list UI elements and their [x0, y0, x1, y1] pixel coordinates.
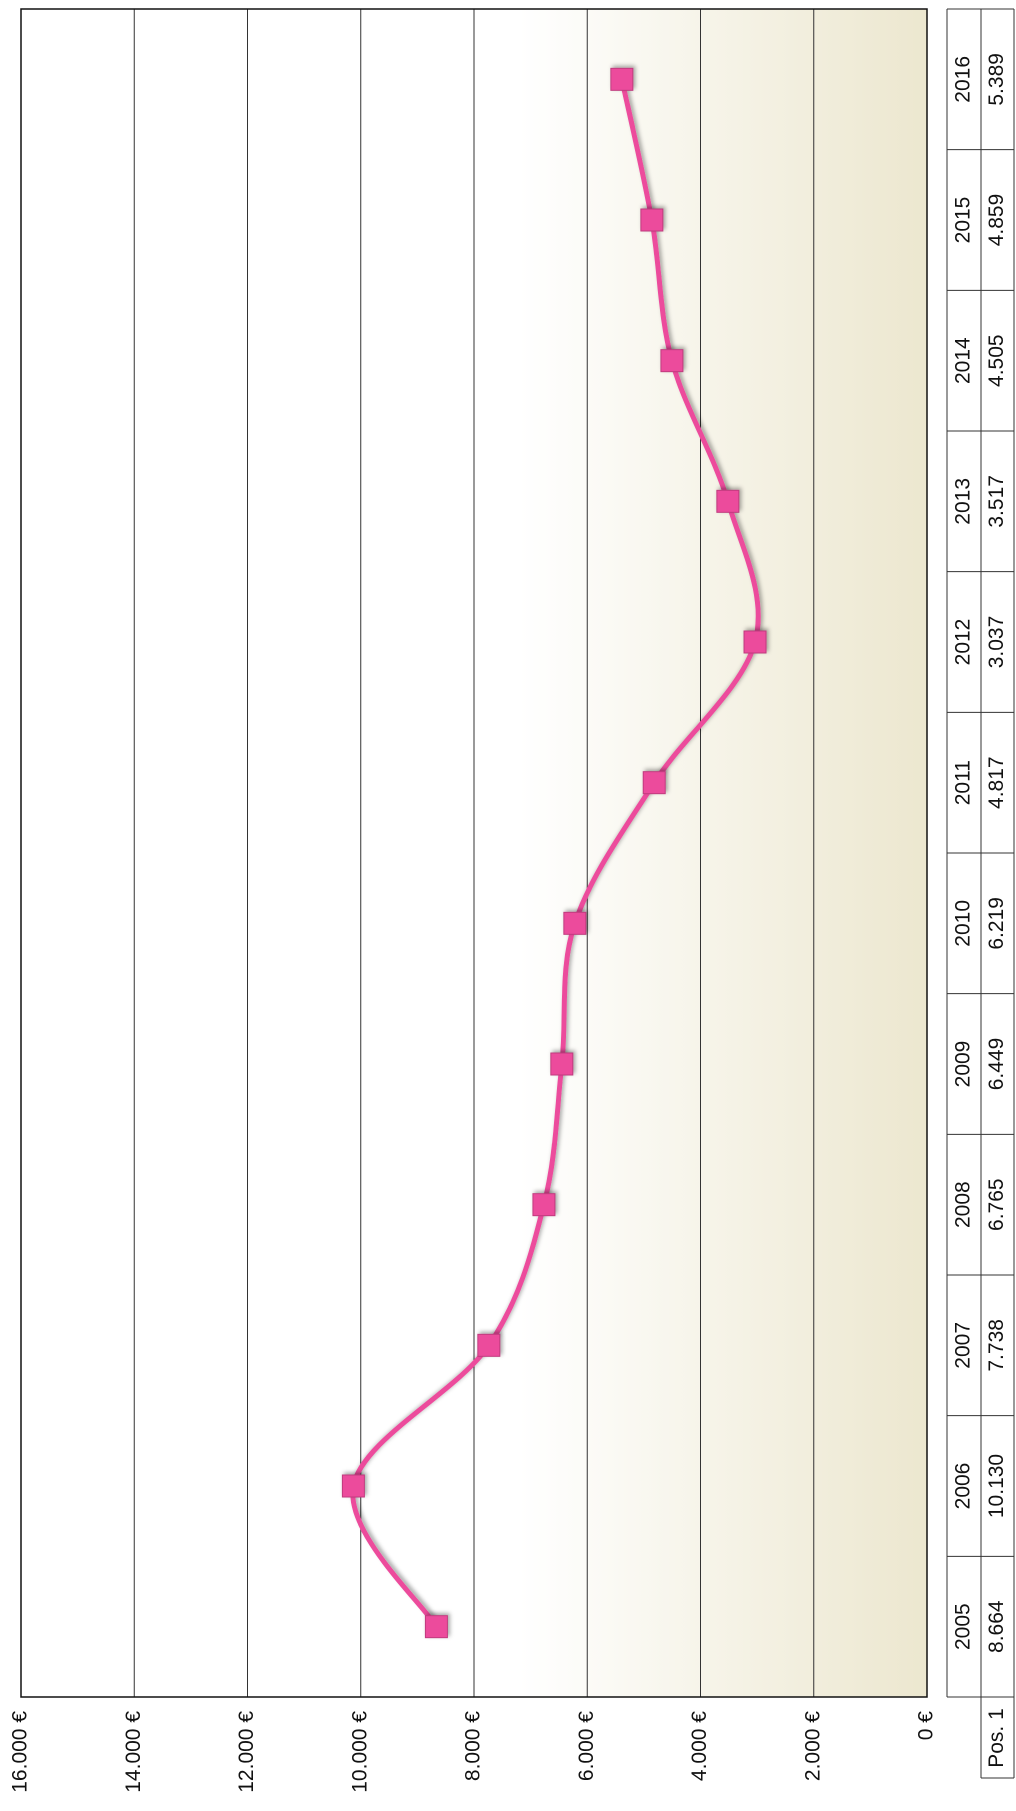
- x-tick-label: 2010: [952, 900, 975, 947]
- x-tick-label: 2011: [952, 760, 975, 805]
- table-value: 6.219: [985, 897, 1008, 950]
- table-value: 6.765: [985, 1178, 1008, 1231]
- y-tick-label: 0 €: [915, 1711, 938, 1741]
- point-marker: [743, 630, 767, 654]
- x-tick-label: 2008: [952, 1181, 975, 1228]
- point-marker: [532, 1193, 556, 1217]
- y-tick-label: 14.000 €: [122, 1711, 145, 1793]
- table-value: 3.037: [985, 616, 1008, 669]
- point-marker: [642, 771, 666, 795]
- x-tick-label: 2014: [952, 337, 975, 384]
- point-marker: [424, 1615, 448, 1639]
- table-value: 4.817: [985, 756, 1008, 809]
- table-value: 7.738: [985, 1319, 1008, 1372]
- table-value: 5.389: [985, 53, 1008, 106]
- y-tick-label: 4.000 €: [688, 1711, 711, 1781]
- x-tick-label: 2016: [952, 56, 975, 103]
- point-marker: [550, 1052, 574, 1076]
- y-tick-label: 10.000 €: [348, 1711, 371, 1793]
- table-value: 4.505: [985, 334, 1008, 387]
- y-tick-label: 2.000 €: [801, 1711, 824, 1781]
- point-marker: [341, 1474, 365, 1498]
- x-tick-label: 2006: [952, 1463, 975, 1510]
- y-tick-label: 12.000 €: [235, 1711, 258, 1793]
- x-tick-label: 2007: [952, 1322, 975, 1369]
- x-tick-label: 2015: [952, 197, 975, 244]
- y-tick-label: 16.000 €: [9, 1711, 32, 1793]
- legend-label: Pos. 1: [985, 1708, 1008, 1768]
- table-value: 8.664: [985, 1600, 1008, 1653]
- plot-frame: [20, 8, 928, 1698]
- point-marker: [563, 911, 587, 935]
- y-tick-label: 6.000 €: [575, 1711, 598, 1781]
- rotated-chart: 0 € 2.000 € 4.000 € 6.000 € 8.000 € 10.000 € 1…: [9, 8, 1015, 1793]
- y-tick-label: 8.000 €: [462, 1711, 485, 1781]
- x-tick-label: 2013: [952, 478, 975, 525]
- point-marker: [660, 349, 684, 373]
- table-value: 4.859: [985, 194, 1008, 247]
- point-marker: [716, 489, 740, 513]
- point-marker: [477, 1333, 501, 1357]
- table-value: 3.517: [985, 475, 1008, 528]
- table-value: 10.130: [985, 1454, 1008, 1518]
- x-tick-label: 2005: [952, 1603, 975, 1650]
- table-value: 6.449: [985, 1038, 1008, 1091]
- x-tick-label: 2009: [952, 1041, 975, 1088]
- point-marker: [640, 208, 664, 232]
- x-tick-label: 2012: [952, 619, 975, 666]
- point-marker: [610, 67, 634, 91]
